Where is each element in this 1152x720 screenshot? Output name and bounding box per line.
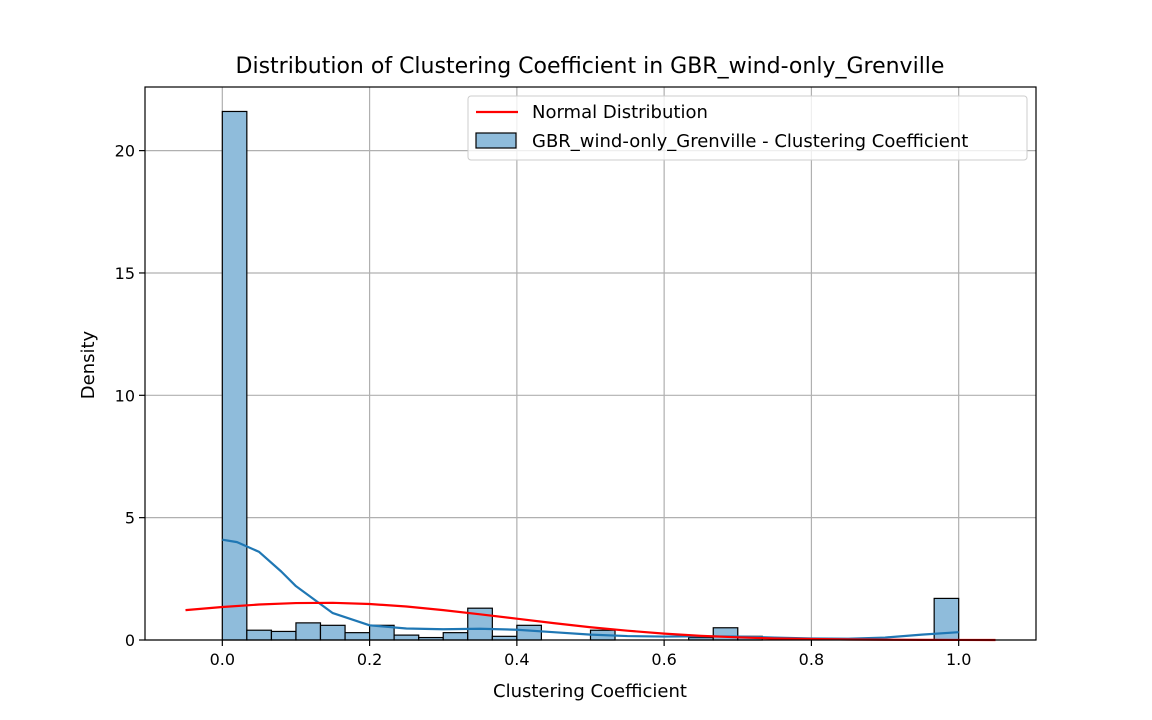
histogram-bar bbox=[270, 630, 297, 641]
y-tick-label: 5 bbox=[125, 509, 135, 528]
x-tick-label: 0.8 bbox=[799, 650, 824, 669]
x-tick-label: 0.6 bbox=[651, 650, 676, 669]
x-tick-label: 1.0 bbox=[946, 650, 971, 669]
x-tick-label: 0.2 bbox=[357, 650, 382, 669]
histogram-bar bbox=[221, 110, 248, 641]
histogram-bar bbox=[442, 632, 469, 641]
y-tick-label: 15 bbox=[115, 264, 135, 283]
y-tick-label: 0 bbox=[125, 631, 135, 650]
y-tick-label: 10 bbox=[115, 386, 135, 405]
legend: Normal Distribution GBR_wind-only_Grenvi… bbox=[467, 95, 1028, 161]
histogram-bar bbox=[246, 629, 273, 641]
x-tick-label: 0.0 bbox=[210, 650, 235, 669]
histogram-bar bbox=[295, 622, 322, 641]
histogram-bar bbox=[393, 634, 420, 641]
histogram-bar bbox=[319, 624, 346, 641]
plot-frame bbox=[144, 86, 1037, 641]
legend-swatch-histogram bbox=[475, 132, 517, 149]
histogram-bar bbox=[516, 624, 542, 641]
histogram-bar bbox=[344, 632, 371, 641]
chart-title: Distribution of Clustering Coefficient i… bbox=[236, 54, 945, 79]
x-tick-label: 0.4 bbox=[504, 650, 529, 669]
y-tick-label: 20 bbox=[115, 142, 135, 161]
legend-label-normal: Normal Distribution bbox=[532, 102, 708, 123]
ticks: 0.0 0.2 0.4 0.6 0.8 1.0 0 5 10 15 20 bbox=[115, 142, 972, 669]
histogram-bars bbox=[221, 110, 960, 641]
legend-box bbox=[467, 95, 1028, 161]
x-axis-label: Clustering Coefficient bbox=[493, 681, 687, 702]
legend-label-histogram: GBR_wind-only_Grenville - Clustering Coe… bbox=[532, 131, 968, 152]
y-axis-label: Density bbox=[78, 330, 99, 399]
